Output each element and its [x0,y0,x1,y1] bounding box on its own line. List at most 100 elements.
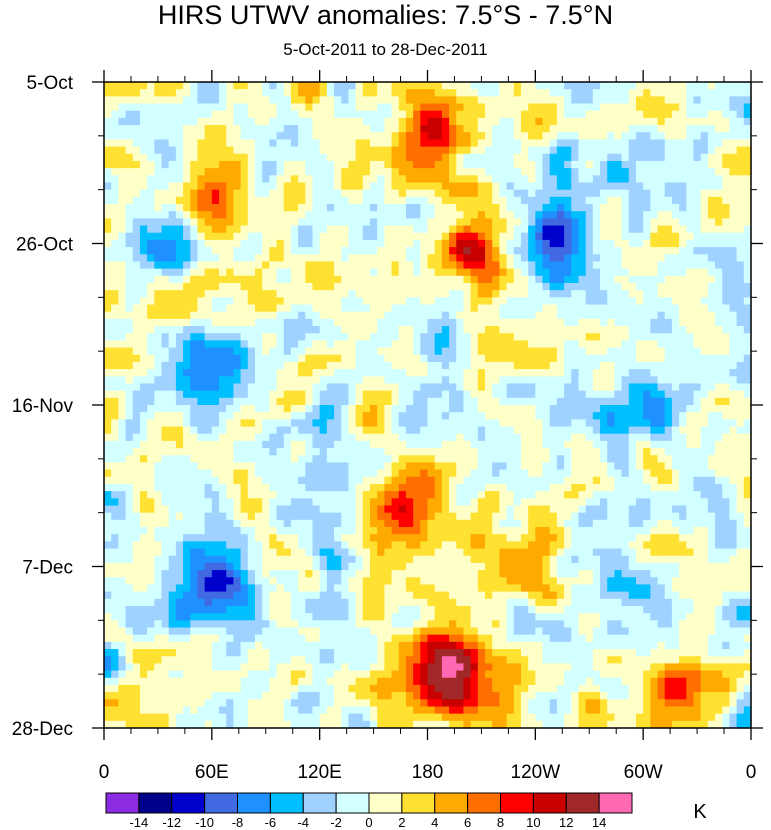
field-cell [183,103,191,112]
field-cell [175,239,184,248]
field-cell [254,448,263,456]
field-cell [154,433,163,442]
field-cell [290,247,299,255]
field-cell [226,426,234,435]
field-cell [679,239,687,248]
field-cell [427,196,436,205]
field-cell [427,232,436,241]
field-cell [283,448,292,456]
field-cell [449,275,457,284]
field-cell [247,103,256,112]
field-cell [499,275,508,284]
field-cell [147,96,155,105]
field-cell [139,290,148,298]
field-cell [729,132,738,141]
field-cell [355,110,364,119]
field-cell [226,168,234,176]
field-cell [132,469,141,478]
field-cell [520,297,529,306]
field-cell [585,462,594,471]
field-cell [355,225,364,234]
field-cell [650,132,659,141]
field-cell [233,189,242,198]
field-cell [391,153,400,162]
field-cell [729,239,738,248]
field-cell [578,211,587,219]
field-cell [104,304,112,313]
field-cell [154,175,163,184]
field-cell [276,189,285,198]
field-cell [513,239,522,248]
field-cell [743,426,752,435]
field-cell [125,275,134,284]
field-cell [657,455,666,464]
field-cell [183,448,191,456]
field-cell [233,82,242,90]
field-cell [707,232,716,241]
field-cell [621,261,630,270]
field-cell [147,153,155,162]
field-cell [276,405,285,413]
field-cell [104,397,112,406]
field-cell [197,333,206,341]
field-cell [262,405,270,413]
field-cell [377,96,385,105]
field-cell [700,139,709,148]
field-cell [420,297,429,306]
field-cell [729,218,738,227]
field-cell [693,304,702,313]
field-cell [211,96,220,105]
field-cell [427,333,436,341]
field-cell [535,297,544,306]
field-cell [650,117,659,126]
field-cell [643,419,651,428]
field-cell [312,476,321,485]
field-cell [341,232,350,241]
field-cell [556,160,565,169]
field-cell [722,469,731,478]
field-cell [578,103,587,112]
field-cell [671,103,680,112]
field-cell [427,455,436,464]
field-cell [413,462,421,471]
field-cell [434,311,443,320]
field-cell [269,347,278,356]
field-cell [154,211,163,219]
field-cell [111,189,119,198]
field-cell [262,311,270,320]
field-cell [247,304,256,313]
field-cell [384,326,393,334]
field-cell [693,412,702,420]
field-cell [168,182,177,191]
field-cell [240,340,249,349]
field-cell [183,405,191,413]
field-cell [485,232,493,241]
field-cell [585,390,594,399]
field-cell [319,405,328,413]
field-cell [362,419,371,428]
field-cell [463,82,472,90]
field-cell [190,175,199,184]
field-cell [463,196,472,205]
field-cell [111,275,119,284]
field-cell [118,175,127,184]
field-cell [111,297,119,306]
field-cell [384,82,393,90]
field-cell [147,333,155,341]
field-cell [226,160,234,169]
field-cell [326,361,335,370]
field-cell [262,419,270,428]
field-cell [513,261,522,270]
field-cell [283,204,292,212]
field-cell [384,290,393,298]
field-cell [175,132,184,141]
field-cell [664,275,673,284]
field-cell [614,89,623,97]
field-cell [492,376,500,385]
field-cell [154,146,163,155]
field-cell [139,275,148,284]
field-cell [449,89,457,97]
field-cell [154,168,163,176]
field-cell [556,96,565,105]
